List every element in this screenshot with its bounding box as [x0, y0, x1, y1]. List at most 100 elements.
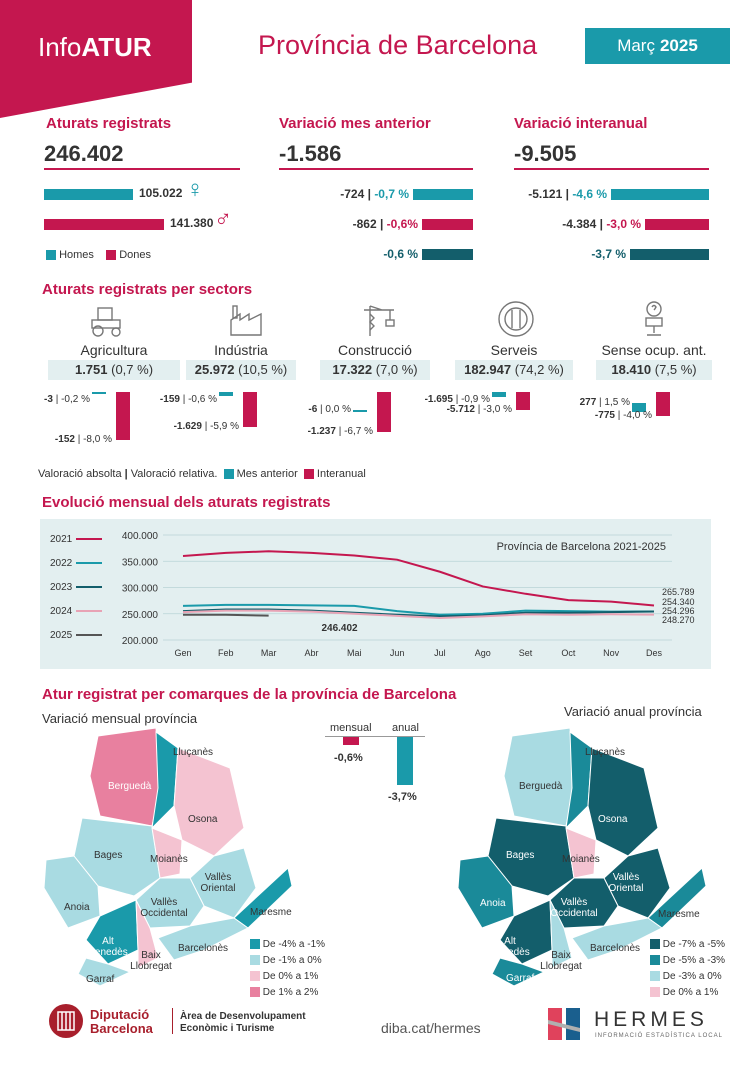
- kpi-monthly-bar: [413, 189, 473, 200]
- map-label-maresme: Maresme: [250, 907, 292, 918]
- legend-item: De 0% a 1%: [650, 985, 725, 1001]
- x-tick-label: Set: [519, 648, 533, 658]
- legend-swatch: [250, 971, 260, 982]
- map-label-bages: Bages: [506, 850, 535, 861]
- kpi-monthly-value: -1.586: [279, 141, 342, 166]
- diputacio-logo: [49, 1004, 83, 1038]
- legend-swatch: [650, 971, 660, 982]
- diputacio-name: Diputació Barcelona: [90, 1007, 153, 1036]
- legend-year: 2022: [50, 558, 73, 569]
- footer-url[interactable]: diba.cat/hermes: [381, 1020, 481, 1036]
- legend-swatch: [250, 955, 260, 966]
- y-tick-label: 400.000: [122, 531, 159, 542]
- sector-value-box: 1.751 (0,7 %): [48, 360, 180, 380]
- men-bar: [44, 189, 133, 200]
- sector-annual-label: -1.237 | -6,7 %: [307, 426, 373, 437]
- series-line-2021: [182, 550, 655, 607]
- map-label-garraf: Garraf: [86, 974, 115, 985]
- map-label-maresme: Maresme: [658, 909, 700, 920]
- kpi-annual-value: -9.505: [514, 141, 577, 166]
- kpi-divider: [514, 168, 709, 170]
- sector-monthly-label: 277 | 1,5 %: [579, 397, 630, 408]
- x-tick-label: Jul: [434, 648, 446, 658]
- x-tick-label: Feb: [218, 648, 234, 658]
- map-label-bergueda: Berguedà: [108, 781, 152, 792]
- x-tick-label: Mai: [347, 648, 362, 658]
- map-label-osona: Osona: [188, 814, 218, 825]
- sector-name: Sense ocup. ant.: [601, 342, 707, 358]
- map-label-llucanes: Lluçanès: [173, 747, 214, 758]
- kpi-registered-title: Aturats registrats: [46, 115, 172, 132]
- map-label-valles-oriental: Vallès Oriental: [608, 872, 644, 894]
- sector-name: Indústria: [214, 342, 268, 358]
- kpi-annual-bar: [630, 249, 709, 260]
- plate-cutlery-icon: [498, 301, 534, 337]
- map-garraf: [77, 957, 132, 987]
- brand-logo: InfoATUR: [38, 32, 152, 62]
- map-baix-llobregat: [135, 899, 159, 969]
- comarques-title: Atur registrat per comarques de la proví…: [42, 686, 457, 703]
- legend-year: 2023: [50, 582, 73, 593]
- footer-divider: [172, 1008, 173, 1034]
- annual-map: [457, 728, 707, 987]
- page-title: Província de Barcelona: [258, 30, 538, 60]
- map-label-anoia: Anoia: [64, 902, 90, 913]
- map-barcelones: [571, 917, 663, 961]
- series-line-2022: [182, 603, 655, 616]
- women-bar: [44, 219, 164, 230]
- map-label-bages: Bages: [94, 850, 123, 861]
- legend-swatch: [250, 987, 260, 998]
- sectors-title: Aturats registrats per sectors: [42, 281, 253, 298]
- map-label-osona: Osona: [598, 814, 628, 825]
- series-line-2025: [183, 613, 269, 617]
- men-value: 105.022: [139, 186, 183, 200]
- mini-baseline: [325, 736, 425, 737]
- kpi-monthly-label: -862 | -0,6%: [352, 217, 418, 231]
- kpi-annual-bar: [645, 219, 709, 230]
- legend-swatch: [650, 939, 660, 950]
- kpi-annual-bar: [611, 189, 709, 200]
- legend-item: De 0% a 1%: [250, 969, 325, 985]
- tractor-icon: [91, 307, 121, 337]
- sector-annual-label: -152 | -8,0 %: [54, 434, 112, 445]
- mini-anual-label: anual: [392, 722, 419, 734]
- annual-map-subtitle: Variació anual província: [564, 704, 702, 719]
- map-label-barcelones: Barcelonès: [178, 943, 229, 954]
- women-value: 141.380: [170, 216, 214, 230]
- end-value-label: 254.340: [662, 597, 695, 607]
- x-tick-label: Abr: [304, 648, 318, 658]
- kpi-monthly-bar: [422, 249, 473, 260]
- gender-legend: Homes Dones: [46, 249, 151, 261]
- series-line-2024: [182, 609, 655, 619]
- hermes-logo-icon: [548, 1008, 580, 1040]
- sector-monthly-label: -159 | -0,6 %: [159, 394, 217, 405]
- sector-annual-bar: [656, 392, 670, 416]
- series-line-2023: [182, 608, 655, 618]
- sector-monthly-label: -1.695 | -0,9 %: [424, 394, 490, 405]
- map-moianes: [565, 827, 597, 879]
- map-osona: [173, 747, 245, 857]
- legend-item: De -3% a 0%: [650, 969, 725, 985]
- legend-item: De -5% a -3%: [650, 953, 725, 969]
- sector-annual-label: -775 | -4,0 %: [594, 410, 652, 421]
- y-tick-label: 300.000: [122, 584, 159, 595]
- map-barcelones: [157, 917, 249, 961]
- crane-icon: [364, 305, 395, 336]
- map-llucanes: [151, 730, 179, 830]
- sector-annual-bar: [243, 392, 257, 427]
- sector-value-box: 182.947 (74,2 %): [455, 360, 573, 380]
- sector-name: Construcció: [338, 342, 412, 358]
- kpi-monthly-label: -0,6 %: [383, 247, 418, 261]
- map-moianes: [151, 827, 183, 879]
- legend-year: 2021: [50, 534, 73, 545]
- kpi-annual-label: -5.121 | -4,6 %: [528, 187, 607, 201]
- sector-annual-bar: [516, 392, 530, 410]
- map-osona: [587, 747, 659, 857]
- sector-monthly-bar: [632, 403, 646, 412]
- sector-annual-label: -5.712 | -3,0 %: [446, 404, 512, 415]
- legend-swatch: [650, 955, 660, 966]
- sector-value-box: 18.410 (7,5 %): [596, 360, 712, 380]
- area-name: Àrea de Desenvolupament Econòmic i Turism…: [180, 1011, 306, 1034]
- y-tick-label: 350.000: [122, 557, 159, 568]
- y-tick-label: 250.000: [122, 610, 159, 621]
